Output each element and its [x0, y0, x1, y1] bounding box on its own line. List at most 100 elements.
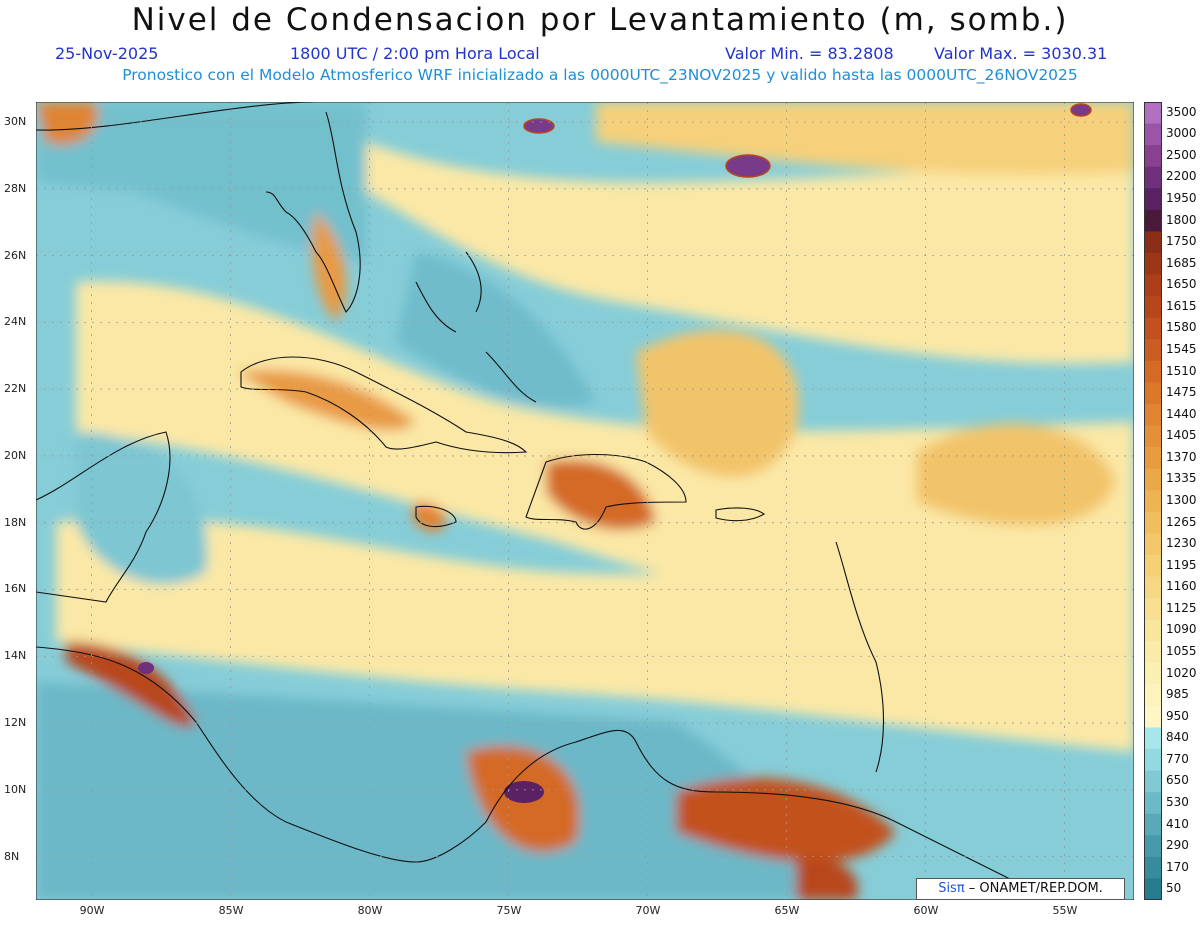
colorbar-swatch: [1144, 813, 1162, 836]
colorbar-label: 50: [1166, 881, 1182, 896]
colorbar-label: 1800: [1166, 212, 1197, 227]
colorbar-swatch: [1144, 468, 1162, 491]
lat-tick-label: 24N: [4, 315, 27, 329]
colorbar-label: 2500: [1166, 147, 1197, 162]
hot-jamaica: [412, 502, 447, 532]
colorbar-swatch: [1144, 598, 1162, 621]
colorbar-label: 290: [1166, 838, 1189, 853]
colorbar-swatch: [1144, 274, 1162, 297]
credit-org: – ONAMET/REP.DOM.: [964, 881, 1103, 896]
colorbar-swatch: [1144, 511, 1162, 534]
colorbar-label: 1950: [1166, 191, 1197, 206]
hot-central-america: [66, 642, 196, 728]
colorbar-swatch: [1144, 296, 1162, 319]
colorbar-label: 950: [1166, 708, 1189, 723]
coast-puerto-rico: [715, 507, 765, 522]
colorbar-label: 650: [1166, 773, 1189, 788]
lat-tick-label: 12N: [4, 716, 27, 730]
warm-band-central: [76, 281, 1134, 626]
colorbar-label: 1020: [1166, 665, 1197, 680]
colorbar-swatch: [1144, 382, 1162, 405]
colorbar-label: 1335: [1166, 471, 1197, 486]
peak-honduras: [138, 662, 154, 674]
colorbar-label: 1580: [1166, 320, 1197, 335]
colorbar-swatch: [1144, 770, 1162, 793]
credit-sis: Sisπ: [938, 881, 965, 896]
lon-tick-label: 80W: [357, 904, 383, 917]
colorbar-label: 1405: [1166, 428, 1197, 443]
lon-tick-label: 70W: [635, 904, 661, 917]
colorbar-swatch: [1144, 166, 1162, 189]
coast-florida: [36, 102, 361, 313]
colorbar-label: 170: [1166, 859, 1189, 874]
colorbar-swatch: [1144, 576, 1162, 599]
colorbar-swatch: [1144, 878, 1162, 900]
lat-tick-label: 14N: [4, 649, 27, 663]
colorbar-swatch: [1144, 403, 1162, 427]
peak-colombia: [504, 781, 544, 803]
colorbar-label: 1545: [1166, 342, 1197, 357]
coast-central-america: [36, 646, 487, 863]
colorbar-swatch: [1144, 619, 1162, 642]
page-title: Nivel de Condensacion por Levantamiento …: [131, 2, 1069, 38]
colorbar-label: 1510: [1166, 363, 1197, 378]
colorbar-swatch: [1144, 641, 1162, 664]
peak-top-2: [725, 154, 771, 178]
coast-bahamas: [415, 251, 537, 403]
coast-cuba: [240, 356, 528, 454]
lat-tick-label: 8N: [4, 849, 20, 863]
colorbar-label: 1125: [1166, 600, 1197, 615]
colorbar-swatch: [1144, 490, 1162, 513]
forecast-description: Pronostico con el Modelo Atmosferico WRF…: [122, 66, 1078, 84]
hot-venezuela-east: [796, 859, 858, 900]
lon-tick-label: 65W: [774, 904, 800, 917]
colorbar-swatch: [1144, 209, 1162, 232]
warm-band-north: [366, 142, 1134, 364]
lat-tick-label: 26N: [4, 248, 27, 262]
lon-tick-label: 85W: [218, 904, 244, 917]
coast-jamaica: [415, 505, 457, 528]
colorbar-swatch: [1144, 684, 1162, 707]
value-max: Valor Max. = 3030.31: [934, 44, 1108, 63]
colorbar-label: 1160: [1166, 579, 1197, 594]
colorbar-label: 3500: [1166, 104, 1197, 119]
lon-tick-label: 60W: [913, 904, 939, 917]
colorbar-swatch: [1144, 533, 1162, 556]
colorbar-swatch: [1144, 231, 1162, 254]
gridlines: [36, 102, 1134, 900]
peak-top-3: [1070, 103, 1092, 117]
colorbar-label: 1230: [1166, 536, 1197, 551]
lon-tick-label: 75W: [496, 904, 522, 917]
cool-zone-gulf: [36, 102, 366, 262]
coast-lesser-antilles: [835, 541, 884, 773]
forecast-date: 25-Nov-2025: [55, 44, 159, 63]
colorbar-label: 3000: [1166, 126, 1197, 141]
coast-colombia-venezuela: [485, 729, 1037, 893]
hot-venezuela: [676, 777, 896, 863]
colorbar-label: 1370: [1166, 449, 1197, 464]
lat-tick-label: 10N: [4, 782, 27, 796]
colorbar-swatch: [1144, 188, 1162, 211]
colorbar-label: 2200: [1166, 169, 1197, 184]
cool-zone-bahamas: [396, 252, 596, 408]
colorbar: [1144, 102, 1162, 900]
colorbar-swatch: [1144, 425, 1162, 448]
colorbar-label: 1265: [1166, 514, 1197, 529]
colorbar-swatch: [1144, 145, 1162, 168]
colorbar-label: 840: [1166, 730, 1189, 745]
colorbar-swatch: [1144, 252, 1162, 276]
lon-tick-label: 55W: [1052, 904, 1078, 917]
hot-hispaniola: [546, 459, 656, 531]
colorbar-label: 770: [1166, 751, 1189, 766]
cool-zone-caribbean-sw: [36, 682, 816, 900]
peak-top-1: [523, 118, 555, 134]
lat-tick-label: 16N: [4, 582, 27, 596]
warm-patch-east2: [916, 423, 1116, 526]
colorbar-swatch: [1144, 447, 1162, 470]
lat-tick-label: 20N: [4, 448, 27, 462]
colorbar-swatch: [1144, 835, 1162, 858]
colorbar-swatch: [1144, 705, 1162, 728]
warm-patch-east: [636, 330, 800, 478]
colorbar-label: 1090: [1166, 622, 1197, 637]
lat-tick-label: 22N: [4, 382, 27, 396]
